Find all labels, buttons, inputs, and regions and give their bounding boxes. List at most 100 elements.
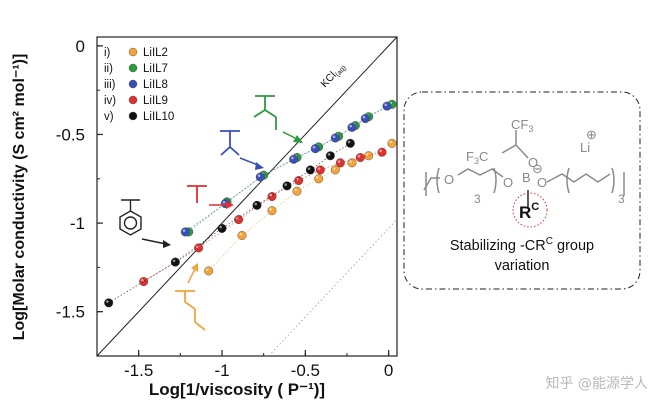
borate-structure-labels: CF3 F3C O O O O B ⊖ Li ⊕ 3 3 RC bbox=[444, 117, 625, 228]
kcl-label: KCl(aq) bbox=[318, 60, 348, 90]
series-line-LiIL9 bbox=[143, 151, 383, 282]
data-point-LiIL10 bbox=[252, 200, 262, 210]
data-point-LiIL10 bbox=[325, 151, 335, 161]
data-point-highlight bbox=[317, 167, 321, 170]
legend-label: LiIL9 bbox=[143, 95, 168, 107]
arrow-liil10 bbox=[141, 238, 171, 248]
structure-panel bbox=[403, 91, 641, 290]
x-axis-title: Log[1/viscosity ( P⁻¹)] bbox=[149, 380, 325, 399]
legend-swatch bbox=[128, 63, 138, 73]
dotted-offset-line bbox=[268, 219, 398, 357]
x-tick-label: -1.5 bbox=[124, 361, 153, 380]
y-tick-label: 0 bbox=[76, 37, 85, 56]
y-axis-title: Log[Molar conductivity (S cm² mol⁻¹)] bbox=[11, 54, 28, 341]
data-point-highlight bbox=[307, 167, 311, 170]
legend-label: LiIL7 bbox=[143, 63, 168, 75]
data-point-LiIL8 bbox=[347, 122, 357, 132]
data-point-LiIL9 bbox=[335, 158, 345, 168]
legend-marker: iii) bbox=[104, 79, 116, 91]
legend-label: LiIL2 bbox=[143, 47, 168, 59]
data-point-highlight bbox=[349, 160, 353, 163]
svg-text:Li: Li bbox=[580, 140, 590, 155]
data-point-LiIL2 bbox=[292, 186, 302, 196]
data-point-highlight bbox=[106, 300, 109, 303]
data-point-LiIL8 bbox=[255, 172, 265, 182]
data-point-highlight bbox=[294, 188, 298, 192]
legend-swatch bbox=[128, 111, 138, 121]
svg-text:B: B bbox=[522, 170, 531, 185]
series-line-LiIL7 bbox=[188, 103, 393, 233]
data-point-LiIL8 bbox=[180, 227, 190, 237]
series-layer bbox=[104, 99, 397, 308]
svg-text:CF3: CF3 bbox=[511, 117, 533, 134]
data-point-highlight bbox=[257, 174, 261, 178]
data-point-highlight bbox=[296, 177, 299, 181]
data-point-LiIL10 bbox=[305, 165, 315, 175]
data-point-LiIL2 bbox=[267, 206, 277, 216]
data-point-highlight bbox=[332, 167, 336, 170]
data-point-highlight bbox=[284, 183, 288, 186]
legend-marker: v) bbox=[104, 111, 114, 123]
arrow-liil8 bbox=[239, 157, 264, 170]
svg-text:O: O bbox=[444, 172, 454, 187]
data-point-highlight bbox=[206, 268, 209, 271]
data-point-highlight bbox=[349, 124, 353, 128]
data-point-LiIL10 bbox=[282, 181, 292, 191]
y-tick-label: -1.5 bbox=[56, 303, 85, 322]
data-point-highlight bbox=[269, 193, 273, 197]
data-point-LiIL8 bbox=[360, 114, 370, 124]
svg-text:O: O bbox=[503, 175, 513, 190]
series-LiIL8 bbox=[180, 101, 392, 237]
data-point-LiIL8 bbox=[289, 154, 299, 164]
legend-swatch bbox=[128, 47, 138, 57]
data-point-LiIL9 bbox=[315, 165, 325, 175]
legend-marker: i) bbox=[104, 47, 111, 59]
svg-text:3: 3 bbox=[474, 192, 481, 206]
svg-text:O: O bbox=[537, 175, 547, 190]
x-tick-label: -1 bbox=[214, 361, 229, 380]
data-point-highlight bbox=[332, 135, 336, 139]
data-point-LiIL10 bbox=[170, 257, 180, 267]
plot-frame bbox=[96, 36, 398, 357]
x-tick-label: 0 bbox=[384, 361, 393, 380]
legend: i) LiIL2 ii) LiIL7 iii) LiIL8 iv) LiIL9 v) LiIL10 bbox=[104, 47, 174, 123]
legend-marker: ii) bbox=[104, 63, 113, 75]
data-point-highlight bbox=[327, 153, 331, 156]
data-point-highlight bbox=[182, 229, 186, 232]
legend-swatch bbox=[128, 95, 138, 105]
svg-text:3: 3 bbox=[618, 192, 625, 206]
data-point-LiIL8 bbox=[310, 144, 320, 154]
data-point-highlight bbox=[312, 146, 316, 149]
legend-swatch bbox=[128, 79, 138, 89]
data-point-highlight bbox=[239, 232, 242, 236]
isopropyl-fragment-blue bbox=[220, 130, 240, 156]
data-point-highlight bbox=[254, 202, 257, 206]
legend-marker: iv) bbox=[104, 95, 116, 107]
data-point-highlight bbox=[379, 149, 383, 153]
svg-text:⊕: ⊕ bbox=[586, 127, 597, 142]
svg-text:F3C: F3C bbox=[466, 149, 488, 166]
data-point-LiIL10 bbox=[217, 223, 227, 233]
methyl-fragment-red bbox=[187, 185, 207, 203]
data-point-LiIL9 bbox=[355, 153, 365, 163]
panel-caption: Stabilizing -CRC group variation bbox=[449, 236, 595, 274]
data-point-LiIL10 bbox=[104, 298, 114, 308]
data-point-highlight bbox=[357, 154, 361, 158]
data-point-LiIL2 bbox=[204, 266, 214, 276]
y-tick-label: -1 bbox=[70, 214, 85, 233]
data-point-LiIL9 bbox=[267, 191, 277, 201]
watermark: 知乎 @能源学人 bbox=[545, 376, 648, 392]
data-point-highlight bbox=[222, 200, 226, 204]
data-point-highlight bbox=[269, 208, 273, 211]
svg-text:O: O bbox=[528, 155, 538, 170]
svg-text:RC: RC bbox=[519, 201, 539, 222]
data-point-highlight bbox=[316, 176, 319, 179]
data-point-LiIL8 bbox=[382, 101, 392, 111]
data-point-highlight bbox=[172, 259, 176, 263]
legend-label: LiIL10 bbox=[143, 111, 174, 123]
butyl-fragment-orange bbox=[175, 290, 206, 331]
data-point-highlight bbox=[141, 278, 144, 282]
data-point-LiIL9 bbox=[139, 277, 149, 287]
